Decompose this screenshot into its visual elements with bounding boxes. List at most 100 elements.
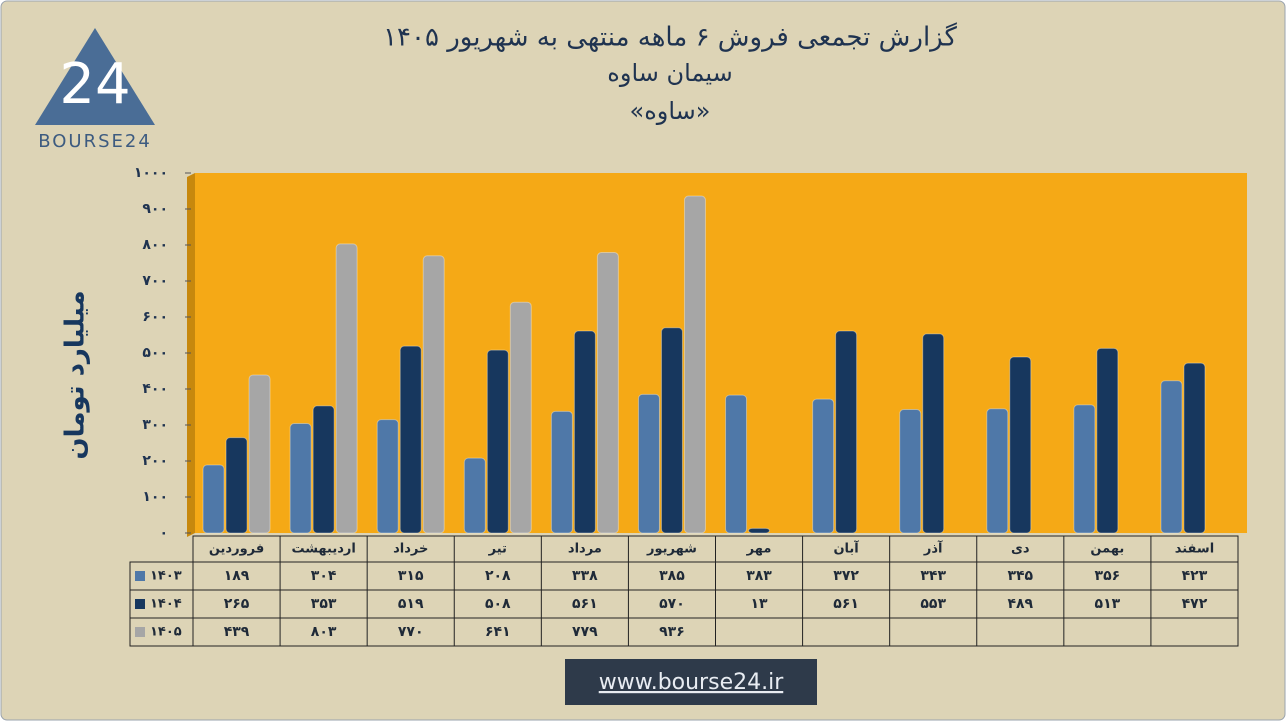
legend-label: ۱۴۰۵ [150, 625, 182, 640]
table-value: ۳۵۳ [311, 596, 337, 612]
x-tick-label: خرداد [393, 542, 428, 557]
footer-url[interactable]: www.bourse24.ir [599, 670, 784, 695]
table-value: ۳۳۸ [572, 568, 598, 584]
table-value: ۸۰۳ [311, 624, 337, 640]
bar [899, 409, 922, 534]
legend-label: ۱۴۰۴ [150, 597, 182, 612]
x-tick-label: مهر [746, 542, 772, 557]
bar [812, 398, 835, 534]
bar [1096, 347, 1119, 534]
bar [225, 437, 248, 534]
bar [550, 410, 573, 534]
plot-area [195, 173, 1247, 533]
bar [1160, 380, 1183, 534]
table-value: ۱۳ [750, 596, 768, 612]
logo-mark: 24 [59, 52, 130, 117]
bar [399, 345, 422, 534]
x-tick-label: اسفند [1175, 542, 1214, 557]
table-value: ۳۵۶ [1095, 568, 1121, 584]
table-value: ۳۷۲ [833, 568, 859, 584]
table-value: ۳۸۳ [746, 568, 772, 584]
y-tick-label: ۰ [159, 525, 168, 541]
table-value: ۴۲۳ [1182, 568, 1208, 584]
y-tick-label: ۵۰۰ [142, 345, 168, 361]
x-tick-label: آذر [923, 540, 943, 557]
bar [376, 419, 399, 534]
bar [509, 301, 532, 534]
chart-subtitle: سیمان ساوه [607, 59, 732, 87]
bar [1073, 404, 1096, 534]
bar [725, 394, 748, 534]
y-tick-label: ۹۰۰ [142, 201, 168, 217]
x-tick-label: تیر [488, 542, 507, 557]
bar [1009, 356, 1032, 534]
footer-box [565, 659, 817, 705]
chart-symbol: «ساوه» [630, 97, 711, 125]
table-value: ۳۴۵ [1007, 568, 1033, 584]
bar [637, 393, 660, 534]
y-tick-label: ۲۰۰ [142, 453, 168, 469]
table-value: ۳۱۵ [398, 568, 424, 584]
plot-side-wall [187, 173, 195, 537]
table-value: ۵۱۹ [398, 596, 424, 612]
legend-swatch [135, 627, 145, 637]
bar [748, 527, 771, 534]
legend-swatch [135, 571, 145, 581]
table-value: ۱۸۹ [224, 568, 250, 584]
bar [922, 333, 945, 534]
bar [422, 255, 445, 534]
x-tick-label: آبان [833, 540, 859, 557]
x-tick-label: شهریور [646, 542, 697, 557]
table-value: ۴۷۲ [1182, 596, 1208, 612]
y-tick-label: ۶۰۰ [142, 309, 168, 325]
bar [486, 349, 509, 534]
bar [248, 374, 271, 534]
y-tick-label: ۴۰۰ [142, 381, 168, 397]
logo-text: BOURSE24 [38, 131, 152, 152]
y-tick-label: ۱۰۰۰ [134, 165, 168, 181]
x-tick-label: دی [1011, 542, 1030, 557]
legend-swatch [135, 599, 145, 609]
bar [289, 423, 312, 534]
table-value: ۲۰۸ [485, 568, 511, 584]
table-value: ۵۵۳ [920, 596, 946, 612]
table-value: ۷۷۹ [572, 624, 598, 640]
x-tick-label: مرداد [568, 542, 602, 557]
y-tick-label: ۷۰۰ [142, 273, 168, 289]
y-tick-label: ۳۰۰ [142, 417, 168, 433]
table-value: ۵۱۳ [1095, 596, 1121, 612]
x-tick-label: اردیبهشت [291, 542, 355, 557]
table-value: ۳۴۳ [920, 568, 946, 584]
table-value: ۴۸۹ [1007, 596, 1033, 612]
bar [660, 327, 683, 534]
bar [1183, 362, 1206, 534]
bar [986, 408, 1009, 534]
bar [835, 330, 858, 534]
legend-label: ۱۴۰۳ [150, 569, 182, 584]
table-value: ۹۳۶ [659, 624, 685, 640]
chart-title: گزارش تجمعی فروش ۶ ماهه منتهی به شهریور … [383, 22, 957, 53]
table-value: ۲۶۵ [224, 596, 250, 612]
table-value: ۷۷۰ [398, 624, 424, 640]
bar [335, 243, 358, 534]
table-value: ۵۶۱ [833, 596, 859, 612]
bar [573, 330, 596, 534]
bar [312, 405, 335, 534]
bar [202, 464, 225, 534]
table-value: ۳۸۵ [659, 568, 685, 584]
logo-triangle [35, 28, 155, 125]
bar [683, 195, 706, 534]
x-tick-label: بهمن [1090, 542, 1124, 557]
bar [463, 457, 486, 534]
x-tick-label: فروردین [209, 542, 264, 557]
table-value: ۶۴۱ [485, 624, 511, 640]
bar [596, 252, 619, 534]
table-value: ۵۶۱ [572, 596, 598, 612]
table-value: ۵۷۰ [659, 596, 685, 612]
y-axis-label: میلیارد تومان [61, 290, 91, 459]
table-value: ۵۰۸ [485, 596, 511, 612]
y-tick-label: ۱۰۰ [142, 489, 168, 505]
table-value: ۳۰۴ [311, 568, 337, 584]
y-tick-label: ۸۰۰ [142, 237, 168, 253]
